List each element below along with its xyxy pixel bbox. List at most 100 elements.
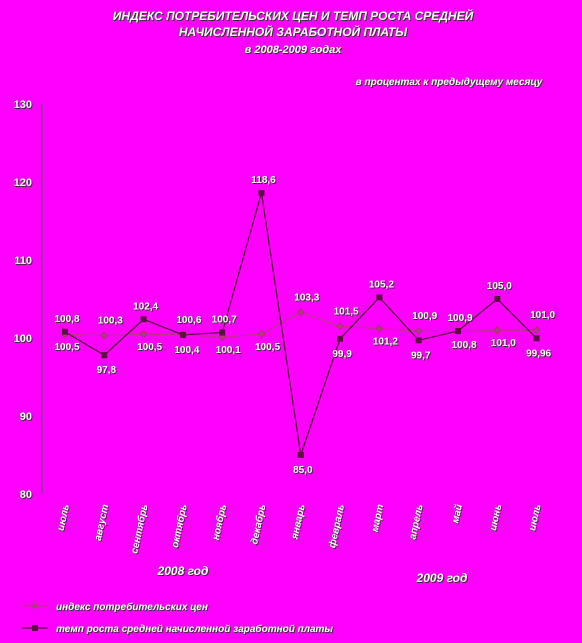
year-label-2008: 2008 год [157, 564, 209, 578]
y-tick-label-shadow: 120 [15, 178, 33, 190]
legend-label-wage-group: темп роста средней начисленной заработно… [56, 623, 334, 636]
cpi-data-label: 100,1 [216, 345, 241, 356]
cpi-point [414, 327, 423, 335]
chart-title: ИНДЕКС ПОТРЕБИТЕЛЬСКИХ ЦЕН И ТЕМП РОСТА … [113, 7, 475, 57]
y-tick-label-shadow: 80 [21, 490, 33, 502]
title-line-3-shadow: в 2008-2009 годах [246, 45, 344, 57]
wage-point [258, 189, 265, 196]
wage-data-label-shadow: 105,2 [370, 280, 395, 291]
title-line-1-group: ИНДЕКС ПОТРЕБИТЕЛЬСКИХ ЦЕН И ТЕМП РОСТА … [113, 7, 475, 24]
year-label-2008-shadow: 2008 год [158, 565, 210, 579]
wage-point [455, 327, 461, 334]
legend-label-cpi: индекс потребительских цен [56, 601, 208, 613]
wage-point [140, 316, 147, 323]
year-label-2009: 2009 год [416, 571, 468, 585]
wage-point [101, 352, 108, 359]
cpi-data-label-shadow: 103,3 [295, 293, 320, 304]
cpi-data-label-shadow: 101,5 [335, 307, 360, 318]
cpi-data-label: 101,5 [334, 306, 359, 317]
y-tick-label: 100 [14, 333, 32, 345]
wage-data-label-shadow: 99,96 [527, 349, 552, 360]
cpi-data-label: 100,5 [137, 342, 162, 353]
wage-data-label-shadow: 100,7 [213, 316, 238, 327]
wage-data-label: 118,6 [251, 175, 276, 186]
wage-point [337, 335, 344, 342]
chart-subtitle: в процентах к предыдущему месяцу [356, 77, 543, 88]
wage-data-label: 99,96 [526, 348, 551, 359]
legend-label-cpi-shadow: индекс потребительских цен [57, 602, 209, 614]
cpi-data-label-shadow: 100,5 [55, 343, 80, 354]
wage-data-label-shadow: 97,8 [98, 366, 118, 377]
wage-data-label: 97,8 [97, 365, 117, 376]
wage-point [62, 328, 68, 335]
wage-point [415, 337, 422, 344]
wage-data-label-shadow: 102,4 [134, 302, 159, 313]
cpi-data-label: 103,3 [294, 292, 319, 303]
legend-label-wage-shadow: темп роста средней начисленной заработно… [57, 624, 334, 636]
cpi-data-label-shadow: 100,1 [217, 346, 242, 357]
cpi-data-label-shadow: 101,0 [531, 311, 556, 322]
wage-data-label: 99,9 [332, 349, 352, 360]
legend-label-wage: темп роста средней начисленной заработно… [56, 623, 333, 635]
wage-data-label-group: 99,799,7 [411, 350, 432, 362]
title-line-1-shadow: ИНДЕКС ПОТРЕБИТЕЛЬСКИХ ЦЕН И ТЕМП РОСТА … [114, 8, 475, 24]
x-tick-label: июль [527, 503, 543, 532]
wage-point [376, 294, 383, 301]
cpi-data-label: 100,5 [54, 342, 79, 353]
y-tick-label: 80 [20, 489, 32, 501]
wage-point [297, 452, 304, 458]
cpi-data-label-shadow: 100,5 [138, 343, 163, 354]
cpi-point [375, 324, 384, 333]
cpi-data-label-shadow: 100,5 [256, 343, 281, 354]
wage-data-label-shadow: 105,0 [488, 282, 513, 293]
cpi-data-label-shadow: 101,2 [374, 338, 399, 349]
wage-data-label: 85,0 [293, 465, 313, 476]
wage-data-label: 105,2 [369, 279, 394, 290]
wage-data-label-shadow: 100,9 [448, 314, 473, 325]
x-tick-label: май [450, 503, 465, 524]
title-line-3: в 2008-2009 годах [245, 44, 343, 56]
cpi-data-label-shadow: 100,9 [413, 312, 438, 323]
cpi-data-label: 100,3 [98, 316, 123, 327]
wage-data-label-group: 97,897,8 [97, 365, 118, 377]
cpi-data-label: 101,2 [373, 337, 398, 348]
cpi-data-label: 100,9 [412, 311, 437, 322]
wage-data-label-group: 99,999,9 [332, 349, 353, 361]
cpi-data-label: 100,5 [255, 342, 280, 353]
x-tick-label: июль [56, 503, 72, 532]
cpi-data-label: 101,0 [491, 338, 516, 349]
legend-marker-cpi [31, 602, 39, 610]
cpi-point [139, 330, 148, 338]
x-tick-label-shadow: май [451, 504, 466, 525]
year-label-2009-shadow: 2009 год [417, 572, 469, 586]
